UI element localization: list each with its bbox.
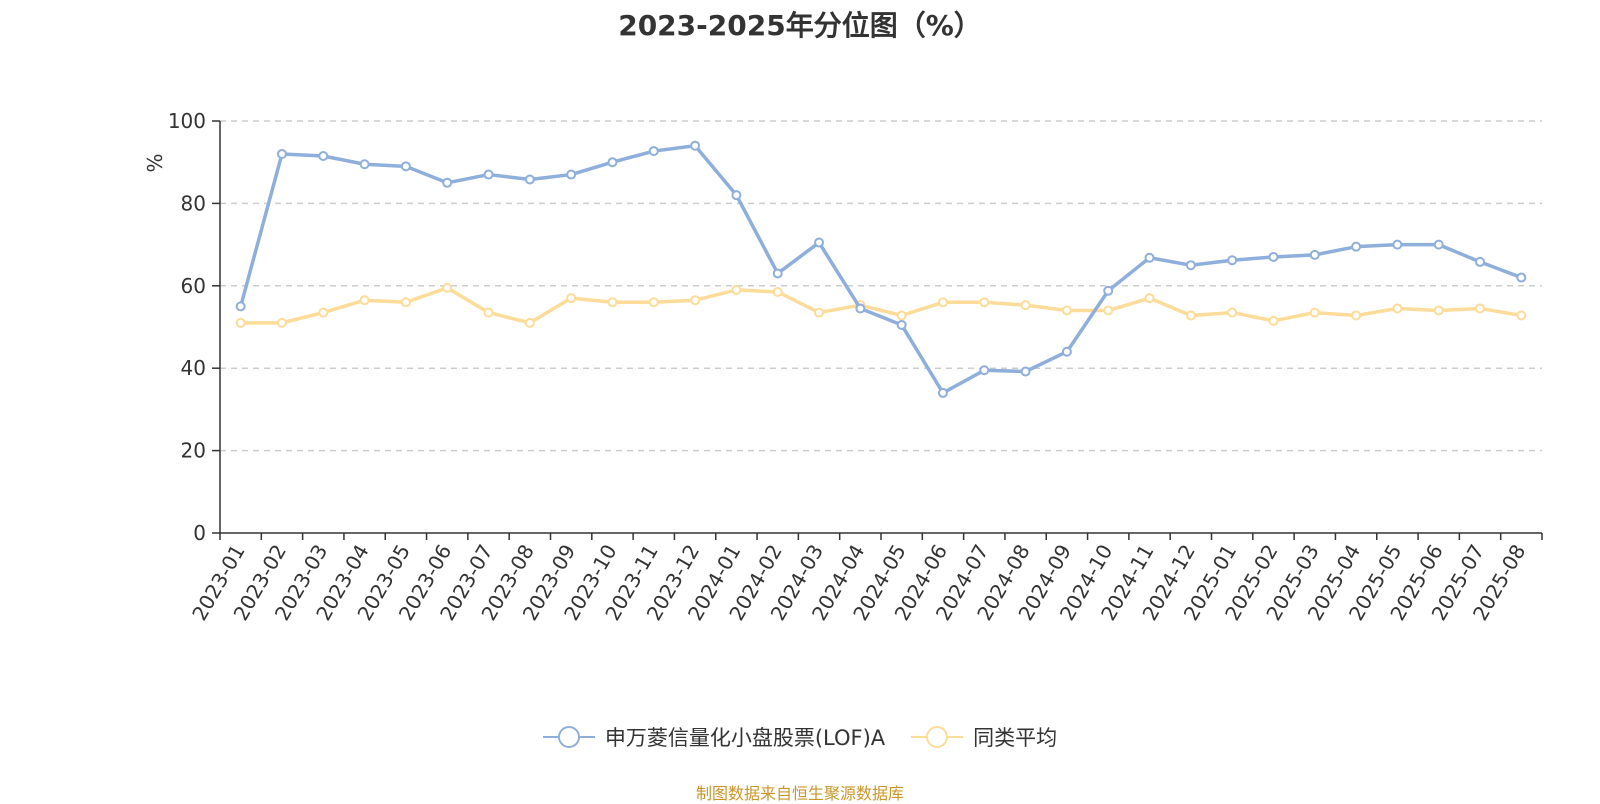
series-1-line xyxy=(238,143,1522,395)
series-1-point[interactable] xyxy=(772,268,783,279)
series-1-point[interactable] xyxy=(1475,256,1486,267)
chart-title: 2023-2025年分位图（%） xyxy=(618,9,982,42)
y-tick-label: 100 xyxy=(168,109,206,133)
legend-item-series-1[interactable]: 申万菱信量化小盘股票(LOF)A xyxy=(542,722,886,752)
series-2-point[interactable] xyxy=(1185,310,1196,321)
series-1-point[interactable] xyxy=(1392,239,1403,250)
series-2-point[interactable] xyxy=(1351,310,1362,321)
series-1-point[interactable] xyxy=(359,159,370,170)
y-tick-label: 0 xyxy=(193,521,206,545)
y-tick-labels: 0 20 40 60 80 100 xyxy=(168,109,206,545)
series-1-point[interactable] xyxy=(1185,260,1196,271)
series-2-point[interactable] xyxy=(648,297,659,308)
series-1-point[interactable] xyxy=(648,146,659,157)
series-2-point[interactable] xyxy=(566,293,577,304)
series-2-point[interactable] xyxy=(483,307,494,318)
series-1-point[interactable] xyxy=(1351,241,1362,252)
series-1-point[interactable] xyxy=(400,161,411,172)
legend-swatch-series-1-icon xyxy=(542,726,595,748)
series-1-point[interactable] xyxy=(855,303,866,314)
series-1-point[interactable] xyxy=(235,301,246,312)
series-1-point[interactable] xyxy=(1103,285,1114,296)
series-2-point[interactable] xyxy=(607,297,618,308)
series-2-point[interactable] xyxy=(1309,307,1320,318)
series-1-point[interactable] xyxy=(814,237,825,248)
series-1-point[interactable] xyxy=(1309,249,1320,260)
legend-item-series-2[interactable]: 同类平均 xyxy=(911,722,1057,752)
series-1-point[interactable] xyxy=(1516,272,1527,283)
series-2-line xyxy=(240,286,1522,325)
series-2-point[interactable] xyxy=(690,295,701,306)
series-2-point[interactable] xyxy=(318,307,329,318)
series-1-point[interactable] xyxy=(690,140,701,151)
series-1-point[interactable] xyxy=(896,319,907,330)
series-1-point[interactable] xyxy=(937,387,948,398)
series-2-point[interactable] xyxy=(235,317,246,328)
source-note: 制图数据来自恒生聚源数据库 xyxy=(695,784,904,803)
series-1-point[interactable] xyxy=(731,190,742,201)
axes xyxy=(212,120,1543,540)
series-1-point[interactable] xyxy=(1020,366,1031,377)
series-1-point[interactable] xyxy=(1433,239,1444,250)
series-2-point[interactable] xyxy=(979,297,990,308)
series-1-point[interactable] xyxy=(607,157,618,168)
series-2-point[interactable] xyxy=(1020,300,1031,311)
series-2-point[interactable] xyxy=(814,307,825,318)
y-tick-label: 20 xyxy=(181,439,206,463)
series-2-point[interactable] xyxy=(1227,307,1238,318)
series-2-point[interactable] xyxy=(442,282,453,293)
series-1-point[interactable] xyxy=(276,148,287,159)
series-2-point[interactable] xyxy=(1144,293,1155,304)
series-2-point[interactable] xyxy=(359,295,370,306)
series-2-point[interactable] xyxy=(1268,315,1279,326)
series-1-point[interactable] xyxy=(1144,252,1155,263)
series-2-point[interactable] xyxy=(1475,303,1486,314)
legend: 申万菱信量化小盘股票(LOF)A 同类平均 xyxy=(0,722,1600,752)
series-1-point[interactable] xyxy=(1268,251,1279,262)
legend-swatch-series-2-icon xyxy=(911,726,964,748)
series-1-point[interactable] xyxy=(1061,346,1072,357)
series-2-point[interactable] xyxy=(937,297,948,308)
legend-label-series-2: 同类平均 xyxy=(973,726,1058,750)
y-tick-label: 40 xyxy=(181,356,206,380)
series-2-point[interactable] xyxy=(524,317,535,328)
series-1-point[interactable] xyxy=(1227,255,1238,266)
y-axis-label: % xyxy=(143,153,167,172)
series-1-point[interactable] xyxy=(442,177,453,188)
series-lines xyxy=(235,140,1527,398)
series-2-point[interactable] xyxy=(1392,303,1403,314)
series-1-point[interactable] xyxy=(318,151,329,162)
series-2-point[interactable] xyxy=(896,310,907,321)
x-tick-labels: 2023-012023-022023-032023-042023-052023-… xyxy=(187,540,1530,624)
series-2-point[interactable] xyxy=(1061,305,1072,316)
grid-lines xyxy=(220,120,1542,452)
series-2-point[interactable] xyxy=(1516,310,1527,321)
series-2-point[interactable] xyxy=(731,284,742,295)
series-1-point[interactable] xyxy=(483,169,494,180)
series-2-point[interactable] xyxy=(1433,305,1444,316)
series-1-point[interactable] xyxy=(979,365,990,376)
series-1-point[interactable] xyxy=(566,169,577,180)
series-1-point[interactable] xyxy=(524,174,535,185)
series-2-point[interactable] xyxy=(400,297,411,308)
y-tick-label: 80 xyxy=(181,191,206,215)
series-2-point[interactable] xyxy=(276,317,287,328)
series-2-point[interactable] xyxy=(1103,305,1114,316)
legend-label-series-1: 申万菱信量化小盘股票(LOF)A xyxy=(604,726,886,750)
series-2-point[interactable] xyxy=(772,286,783,297)
y-tick-label: 60 xyxy=(181,274,206,298)
